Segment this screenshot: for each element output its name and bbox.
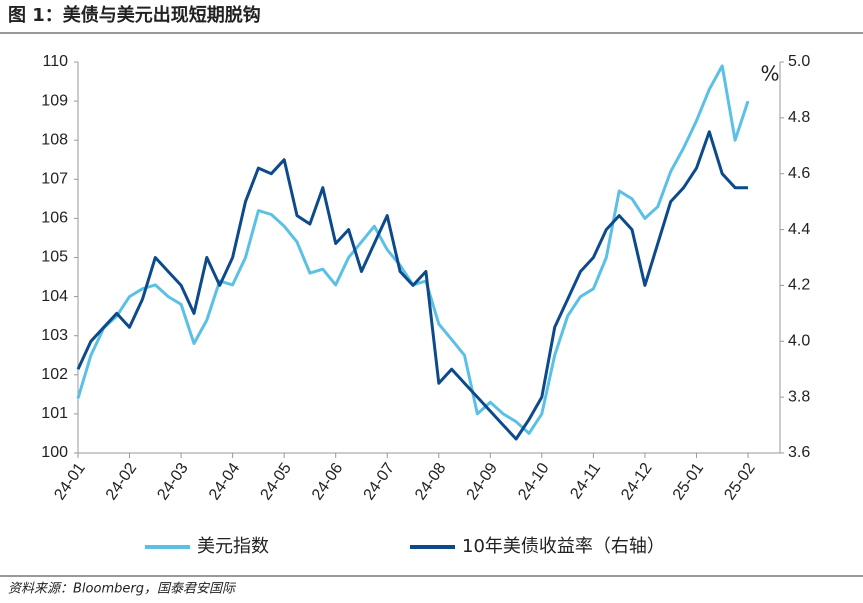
y-tick-label: 106 bbox=[41, 210, 68, 227]
y2-tick-label: 5.0 bbox=[788, 53, 810, 70]
x-tick-label: 24-03 bbox=[154, 460, 191, 503]
y-tick-label: 104 bbox=[41, 288, 68, 305]
y-tick-label: 109 bbox=[41, 92, 68, 109]
legend-label: 10年美债收益率（右轴） bbox=[462, 536, 665, 557]
y2-tick-label: 4.8 bbox=[788, 109, 810, 126]
y-tick-label: 103 bbox=[41, 327, 68, 344]
y-tick-label: 101 bbox=[41, 405, 68, 422]
y-tick-label: 108 bbox=[41, 131, 68, 148]
y-tick-label: 110 bbox=[42, 53, 68, 70]
source: 资料来源：Bloomberg，国泰君安国际 bbox=[8, 582, 237, 597]
x-tick-label: 24-07 bbox=[361, 460, 398, 503]
y2-tick-label: 3.6 bbox=[788, 444, 810, 461]
y2-tick-label: 3.8 bbox=[788, 388, 810, 405]
y-tick-label: 100 bbox=[41, 444, 68, 461]
x-tick-label: 24-09 bbox=[464, 460, 501, 503]
x-tick-label: 24-04 bbox=[206, 460, 243, 503]
y-tick-label: 107 bbox=[41, 171, 68, 188]
y-tick-label: 102 bbox=[41, 366, 68, 383]
x-tick-label: 24-12 bbox=[618, 460, 655, 503]
x-tick-label: 24-11 bbox=[567, 460, 604, 502]
y-tick-label: 105 bbox=[41, 249, 68, 266]
y2-unit: % bbox=[760, 62, 779, 86]
x-tick-label: 24-06 bbox=[309, 460, 346, 503]
y2-tick-label: 4.2 bbox=[788, 277, 810, 294]
x-tick-label: 24-05 bbox=[257, 460, 294, 503]
y2-tick-label: 4.0 bbox=[788, 333, 810, 350]
x-tick-label: 25-01 bbox=[670, 460, 707, 503]
x-tick-label: 24-01 bbox=[51, 460, 88, 503]
x-tick-label: 25-02 bbox=[721, 460, 758, 503]
chart-title: 图 1：美债与美元出现短期脱钩 bbox=[8, 4, 261, 26]
y2-tick-label: 4.4 bbox=[788, 221, 810, 238]
x-tick-label: 24-10 bbox=[515, 460, 552, 503]
y2-tick-label: 4.6 bbox=[788, 165, 810, 182]
x-tick-label: 24-02 bbox=[103, 460, 140, 503]
series-line bbox=[76, 130, 748, 441]
legend-label: 美元指数 bbox=[197, 536, 269, 557]
x-tick-label: 24-08 bbox=[412, 460, 449, 503]
series-line bbox=[76, 64, 750, 435]
